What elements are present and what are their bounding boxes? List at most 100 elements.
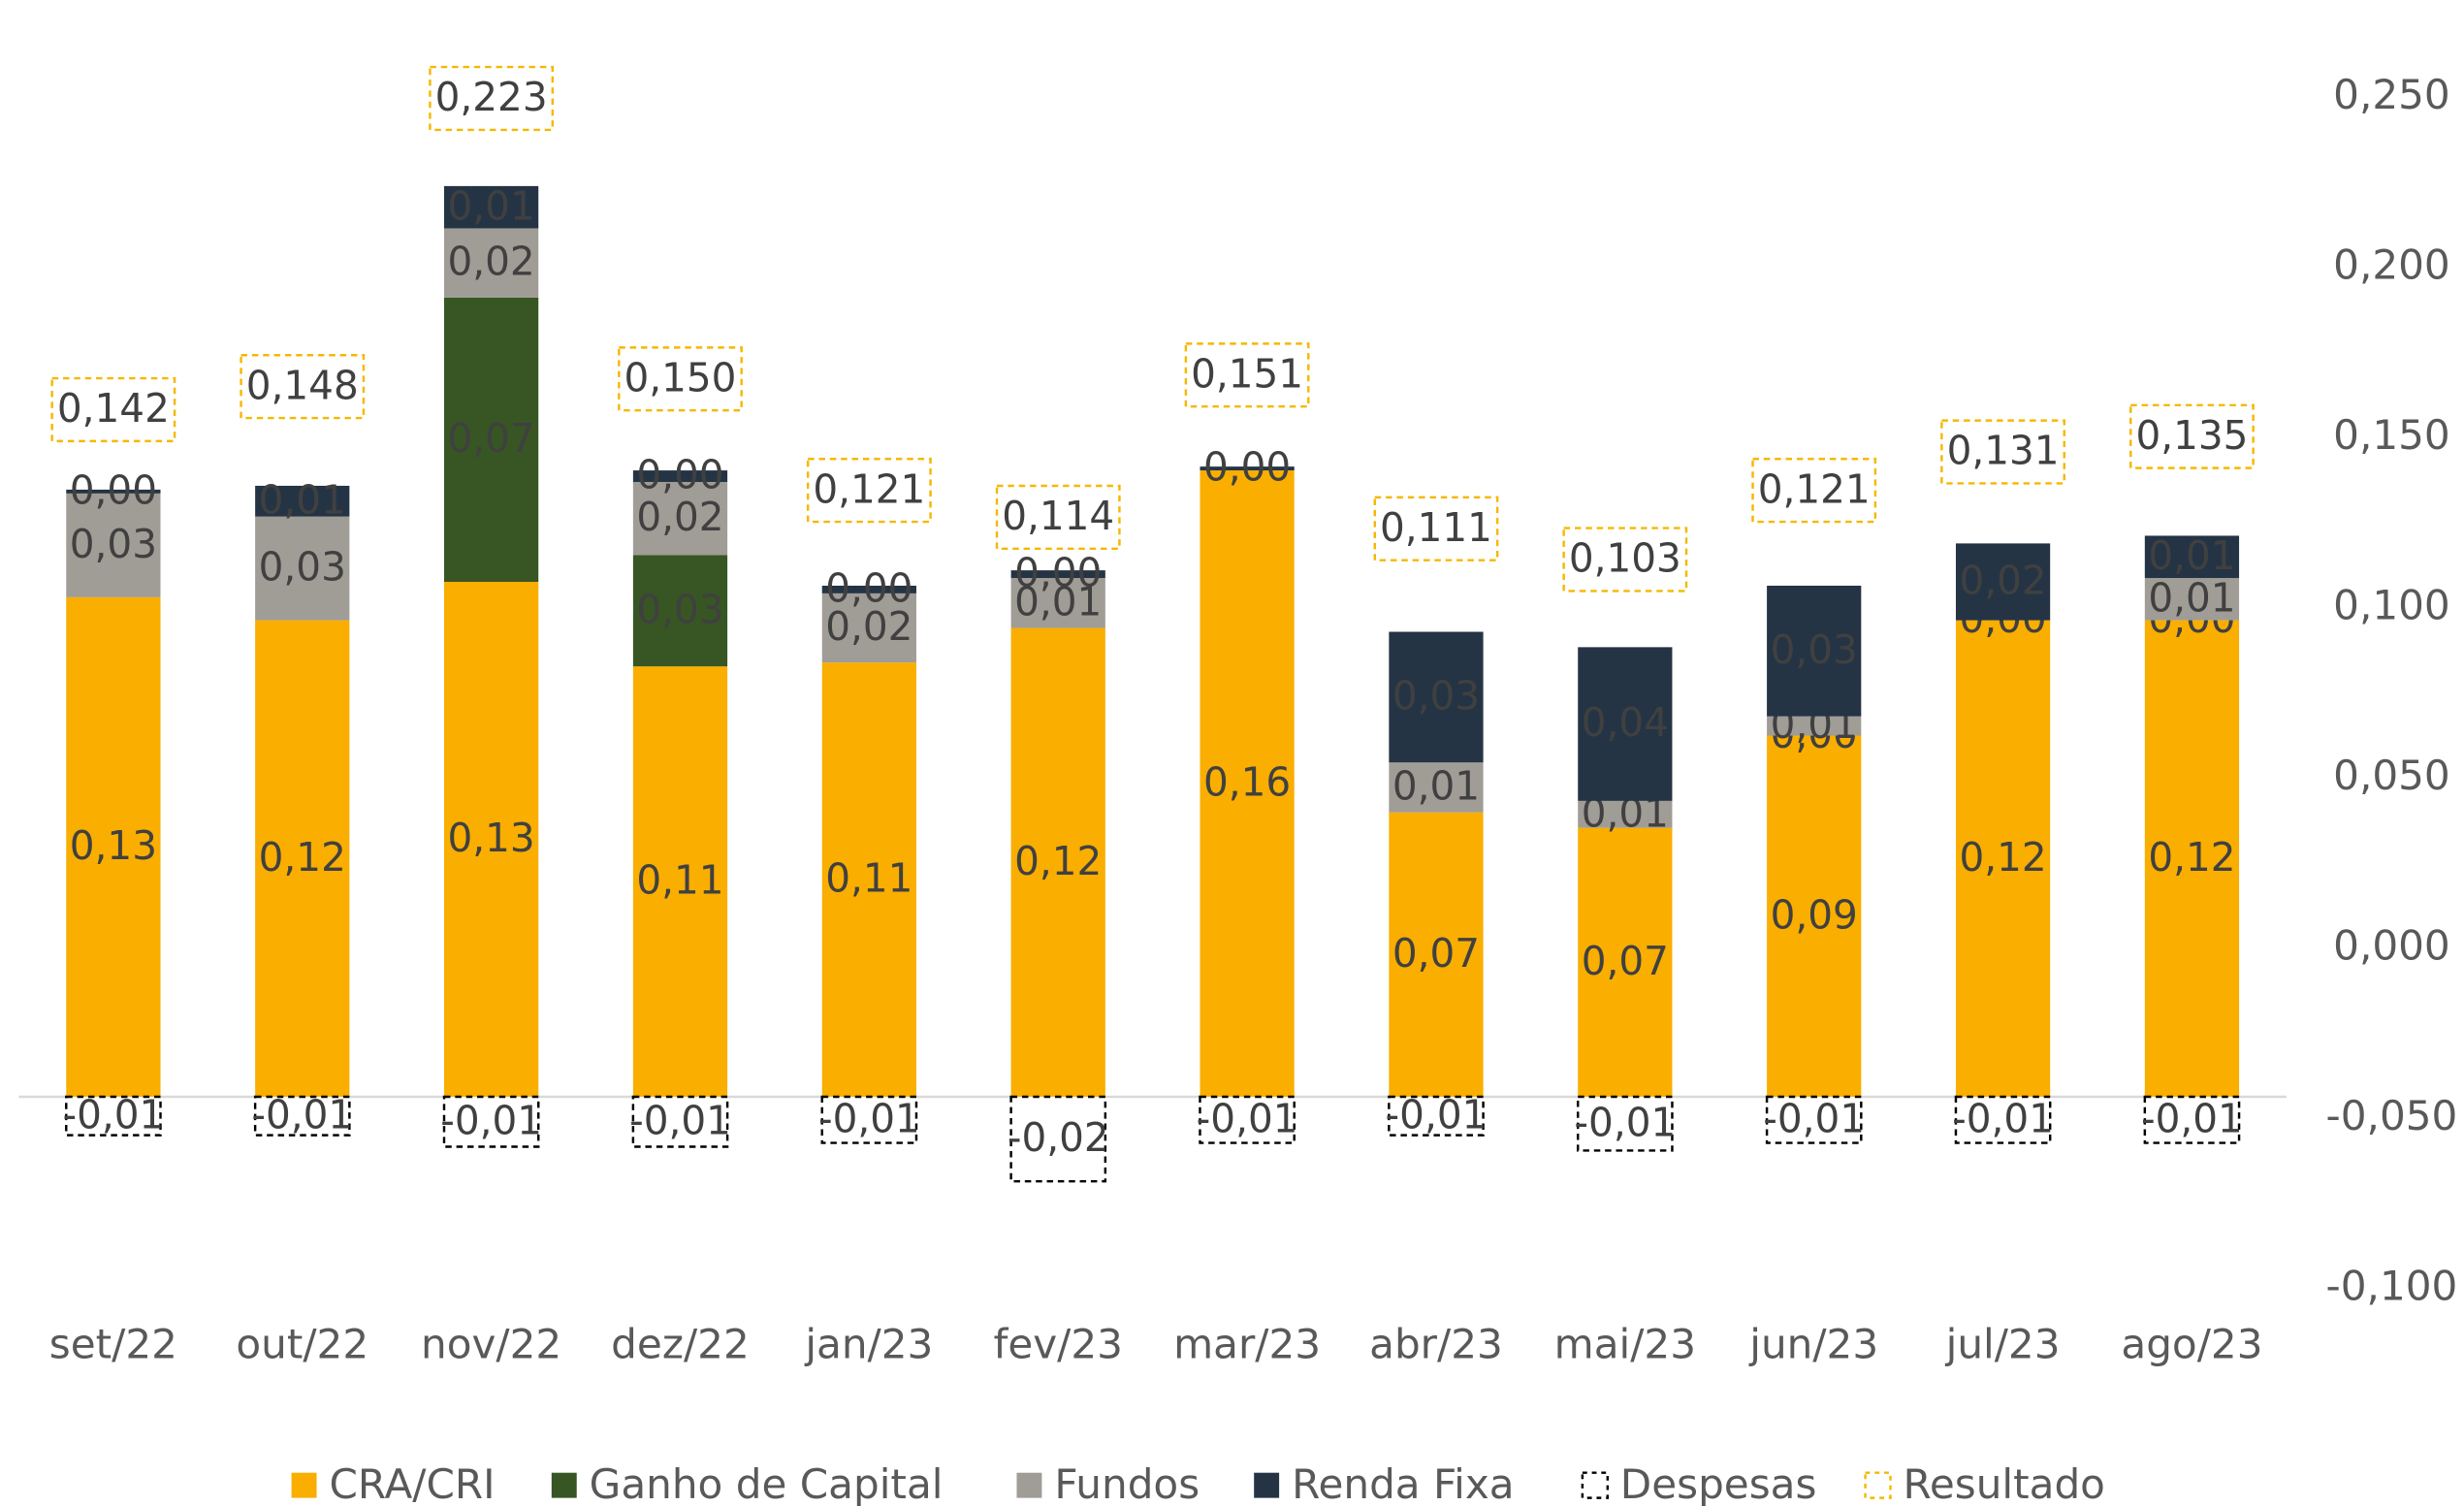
bar-label: -0,01 xyxy=(1386,1091,1488,1138)
bar-label: 0,01 xyxy=(2148,532,2235,579)
bar-segment xyxy=(444,185,539,229)
bar-segment xyxy=(444,228,539,298)
bar-label: 0,02 xyxy=(825,603,912,650)
bar-label: 0,07 xyxy=(448,415,535,462)
result-label: 0,150 xyxy=(624,354,737,401)
bar-segment xyxy=(1010,627,1105,1097)
x-tick-label: mai/23 xyxy=(1554,1321,1696,1368)
x-tick-label: jan/23 xyxy=(804,1321,933,1368)
bar-label: -0,01 xyxy=(62,1091,164,1138)
bar-segment xyxy=(1389,812,1484,1097)
bar-segment xyxy=(1010,578,1105,628)
bar-label: 0,02 xyxy=(636,494,723,540)
result-box xyxy=(806,458,932,524)
legend-marker xyxy=(1016,1472,1042,1498)
result-box xyxy=(1373,496,1499,561)
bar-segment xyxy=(1199,1095,1296,1144)
bar-label: -0,01 xyxy=(1763,1095,1865,1141)
bar-label: 0,13 xyxy=(448,815,535,861)
bar-label: 0,11 xyxy=(636,857,723,904)
bar-segment xyxy=(65,1095,162,1137)
bar-label: 0,00 xyxy=(825,565,912,612)
x-tick-label: set/22 xyxy=(49,1321,177,1368)
legend-label: CRA/CRI xyxy=(330,1460,496,1506)
result-label: 0,135 xyxy=(2135,412,2248,459)
result-label: 0,151 xyxy=(1191,350,1303,397)
y2-tick-label: -0,100 xyxy=(2326,1263,2458,1310)
bar-segment xyxy=(632,481,728,556)
bar-label: 0,13 xyxy=(70,822,157,869)
bar-segment xyxy=(1388,1095,1485,1137)
bar-label: -0,01 xyxy=(818,1095,920,1141)
bar-label: 0,02 xyxy=(448,239,535,285)
legend-label: Ganho de Capital xyxy=(590,1460,944,1506)
bar-segment xyxy=(444,582,539,1097)
bar-segment xyxy=(1767,716,1862,736)
bar-label: 0,00 xyxy=(70,467,157,514)
x-tick-label: dez/22 xyxy=(611,1321,750,1368)
y2-tick-label: 0,050 xyxy=(2333,752,2450,799)
bar-label: 0,00 xyxy=(1014,550,1102,596)
result-label: 0,103 xyxy=(1569,535,1681,582)
bar-segment xyxy=(442,1095,540,1148)
bar-segment xyxy=(1200,466,1295,471)
bar-label: -0,01 xyxy=(440,1097,542,1143)
result-label: 0,111 xyxy=(1380,504,1492,551)
bar-segment xyxy=(1767,735,1862,1097)
y2-tick-label: 0,150 xyxy=(2333,411,2450,459)
result-label: 0,121 xyxy=(813,465,925,512)
result-box xyxy=(618,346,743,412)
y2-tick-label: 0,100 xyxy=(2333,582,2450,629)
bar-label: 0,01 xyxy=(2148,574,2235,621)
legend-label: Despesas xyxy=(1620,1460,1817,1506)
bar-label: 0,11 xyxy=(825,855,912,902)
bar-segment xyxy=(255,516,350,621)
bar-label: 0,01 xyxy=(1392,763,1480,810)
bar-label: 0,16 xyxy=(1203,759,1291,806)
bar-segment xyxy=(1767,585,1862,717)
bar-label: 0,07 xyxy=(1582,938,1669,984)
x-tick-label: mar/23 xyxy=(1173,1321,1321,1368)
bar-label: -0,02 xyxy=(1008,1114,1109,1161)
bar-label: 0,12 xyxy=(2148,834,2235,881)
y2-tick-label: 0,000 xyxy=(2333,922,2450,970)
bar-label: 0,12 xyxy=(1959,834,2046,881)
x-tick-label: out/22 xyxy=(236,1321,368,1368)
bar-segment xyxy=(1389,762,1484,813)
bar-segment xyxy=(1578,800,1673,828)
bar-segment xyxy=(1200,470,1295,1097)
bar-label: -0,01 xyxy=(2141,1095,2243,1141)
result-label: 0,121 xyxy=(1758,465,1871,512)
legend-marker xyxy=(291,1472,317,1498)
bar-segment xyxy=(2144,535,2240,579)
result-label: 0,131 xyxy=(1947,428,2060,474)
bar-segment xyxy=(1765,1095,1863,1144)
bar-segment xyxy=(253,1095,351,1137)
bar-label: 0,01 xyxy=(259,476,346,523)
bar-segment xyxy=(1578,827,1673,1097)
legend-label: Resultado xyxy=(1903,1460,2105,1506)
legend-label: Renda Fixa xyxy=(1292,1460,1515,1506)
bar-segment xyxy=(255,620,350,1097)
bar-label: -0,01 xyxy=(1952,1095,2054,1141)
legend-marker xyxy=(1254,1472,1280,1498)
bar-segment xyxy=(2144,620,2240,1097)
bar-segment xyxy=(821,585,916,593)
x-tick-label: fev/23 xyxy=(993,1321,1122,1368)
y2-tick-label: 0,250 xyxy=(2333,71,2450,118)
bar-label: 0,07 xyxy=(1392,930,1480,977)
bar-label: -0,01 xyxy=(1197,1095,1298,1141)
bar-segment xyxy=(1578,647,1673,801)
bar-label: 0,03 xyxy=(259,544,346,591)
bar-segment xyxy=(821,662,916,1097)
bar-segment xyxy=(2144,578,2240,621)
x-tick-label: abr/23 xyxy=(1369,1321,1503,1368)
bar-label: 0,09 xyxy=(1771,891,1858,938)
result-box xyxy=(1184,342,1310,408)
x-tick-label: jun/23 xyxy=(1748,1321,1878,1368)
bar-label: 0,03 xyxy=(70,521,157,567)
result-label: 0,148 xyxy=(246,362,359,408)
bar-segment xyxy=(1389,631,1484,763)
